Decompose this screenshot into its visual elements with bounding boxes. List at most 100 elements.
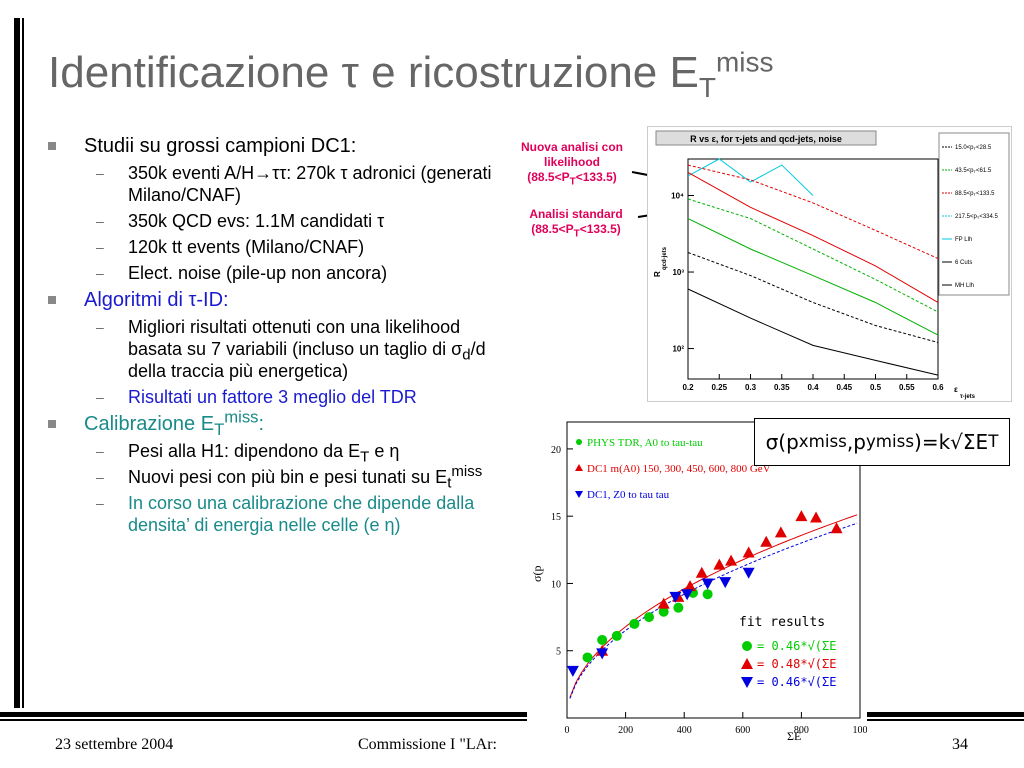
- formula-part3: )=k√ΣE: [914, 430, 989, 454]
- footer-center: Commissione I "LAr:: [358, 736, 497, 753]
- bullet-1-3: 120k tt events (Milano/CNAF): [44, 236, 514, 258]
- chart1-legend-sub: T: [974, 146, 977, 151]
- bullet-3-sup: miss: [224, 407, 259, 427]
- footer-date: 23 settembre 2004: [55, 736, 174, 753]
- left-border-thin: [22, 18, 24, 708]
- chart1-xtick-label: 0.5: [870, 383, 882, 392]
- chart2-xtick-label: 100: [853, 725, 868, 736]
- chart2-point-red: [774, 526, 787, 538]
- bullet-3-3: In corso una calibrazione che dipende da…: [44, 492, 514, 536]
- chart2-point-blue: [669, 591, 682, 603]
- chart2-fit-result: = 0.46*√(ΣE: [757, 675, 836, 689]
- chart2-xlabel: ΣE: [787, 729, 801, 742]
- bullet-3-1-text: Pesi alla H1: dipendono da E: [128, 441, 361, 461]
- chart1-legend-label: MH Llh: [955, 283, 974, 289]
- chart2-xtick-label: 200: [618, 725, 633, 736]
- chart2-point-red: [830, 522, 843, 534]
- efficiency-rejection-chart: R vs ε, for τ-jets and qcd-jets, noise 0.…: [647, 126, 1012, 402]
- annotation-new-analysis: Nuova analisi con likelihood (88.5<PT<13…: [516, 140, 628, 187]
- chart2-fit-marker: [742, 641, 752, 651]
- chart2-point-blue: [596, 648, 609, 660]
- chart2-point-red: [742, 546, 755, 558]
- title-sup: miss: [715, 46, 774, 78]
- chart2-frame: [566, 421, 861, 719]
- annotation-standard-tail: <133.5): [579, 222, 621, 236]
- chart1-legend-text: 88.5<p: [955, 191, 974, 197]
- chart1-ytick-label: 10³: [672, 268, 684, 277]
- chart1-legend-tail: <61.5: [976, 168, 992, 174]
- bullet-3-tail: :: [258, 413, 265, 435]
- chart2-fit-blue: [569, 522, 858, 699]
- chart1-legend-label: FP Llh: [955, 237, 972, 243]
- chart2-point-red: [713, 558, 726, 570]
- chart1-title-box: [655, 130, 877, 146]
- chart2-point-green: [597, 634, 608, 645]
- left-border-thick: [14, 18, 20, 708]
- chart1-series-line: [687, 252, 939, 343]
- chart2-legend-label: PHYS TDR, A0 to tau-tau: [587, 437, 703, 449]
- bullet-3-1-sub: T: [360, 448, 370, 466]
- chart2-svg: 0 200 400 600 800 100 5 10 15 20 σ(p ΣE PHYS TDR, A0…: [530, 421, 868, 743]
- chart2-fit-result: = 0.48*√(ΣE: [757, 657, 836, 671]
- chart2-point-red: [695, 566, 708, 578]
- annotation-new-tail: <133.5): [575, 170, 617, 184]
- chart2-point-green: [644, 612, 655, 623]
- chart1-legend-tail: <334.5: [979, 214, 998, 220]
- chart2-ylabel: σ(p: [530, 566, 544, 582]
- chart1-legend-text: FP Llh: [955, 237, 972, 243]
- chart1-ylabel-sub: qcd-jets: [662, 246, 668, 270]
- chart1-ytick-label: 10⁴: [671, 192, 684, 201]
- chart2-point-green: [629, 618, 640, 629]
- bullet-1-4: Elect. noise (pile-up non ancora): [44, 262, 514, 284]
- chart1-legend-label: 217.5<pT<334.5: [955, 214, 998, 220]
- annotation-new-text: Nuova analisi con likelihood (88.5<P: [520, 140, 624, 184]
- chart2-ytick-label: 5: [556, 647, 561, 658]
- chart1-xtick-label: 0.3: [745, 383, 757, 392]
- chart1-legend-label: 88.5<pT<133.5: [955, 191, 995, 197]
- met-resolution-chart: 0 200 400 600 800 100 5 10 15 20 σ(p ΣE PHYS TDR, A0…: [527, 412, 868, 743]
- chart2-fit-result: = 0.46*√(ΣE: [757, 639, 836, 653]
- title-text: Identificazione τ e ricostruzione E: [48, 48, 699, 97]
- chart2-point-blue: [681, 589, 694, 601]
- chart2-ytick-label: 10: [551, 579, 561, 590]
- chart2-fit-marker: [741, 677, 753, 688]
- chart1-xtick-label: 0.45: [836, 383, 852, 392]
- chart1-legend-text: 6 Cuts: [955, 260, 972, 266]
- chart1-frame: [687, 158, 939, 380]
- chart1-xlabel: ε: [954, 385, 958, 394]
- chart1-legend-text: 15.0<p: [955, 145, 974, 151]
- chart1-legend-sub: T: [977, 215, 980, 220]
- chart2-point-blue: [719, 577, 732, 589]
- bullet-3-sub: T: [214, 420, 225, 439]
- formula-part2: ,p: [846, 430, 866, 454]
- chart1-legend-sub: T: [974, 169, 977, 174]
- slide-title: Identificazione τ e ricostruzione ETmiss: [48, 46, 774, 101]
- chart1-series-line: [687, 172, 939, 303]
- bullet-3-1: Pesi alla H1: dipendono da ET e η: [44, 440, 514, 465]
- chart1-xtick-label: 0.55: [899, 383, 915, 392]
- chart2-point-red: [760, 535, 773, 547]
- chart1-series-line: [687, 158, 814, 196]
- chart1-legend-label: 43.5<pT<61.5: [955, 168, 992, 174]
- chart1-series-line: [687, 288, 939, 376]
- bullet-1-1: 350k eventi A/H→ττ: 270k τ adronici (gen…: [44, 162, 514, 206]
- bullet-2-1-tail: /d della traccia più energetica): [128, 339, 486, 381]
- chart2-legend-marker: [575, 491, 583, 498]
- bullet-list: Studii su grossi campioni DC1: 350k even…: [44, 134, 514, 540]
- title-sub: T: [698, 71, 716, 103]
- chart1-legend-box: [938, 132, 1010, 296]
- chart1-xtick-label: 0.35: [774, 383, 790, 392]
- chart2-xtick-label: 400: [677, 725, 692, 736]
- chart2-fit-marker: [741, 658, 753, 669]
- bullet-3: Calibrazione ETmiss:: [44, 409, 514, 439]
- chart2-point-green: [582, 652, 593, 663]
- chart1-series-line: [687, 218, 939, 336]
- annotation-standard-text: Analisi standard (88.5<P: [529, 207, 623, 236]
- chart1-xtick-label: 0.6: [932, 383, 944, 392]
- chart2-xtick-label: 600: [735, 725, 750, 736]
- chart1-legend-text: 217.5<p: [955, 214, 978, 220]
- chart2-point-red: [810, 511, 823, 523]
- chart2-point-blue: [566, 665, 579, 677]
- chart2-point-red: [795, 510, 808, 522]
- chart1-ytick-label: 10²: [672, 345, 684, 354]
